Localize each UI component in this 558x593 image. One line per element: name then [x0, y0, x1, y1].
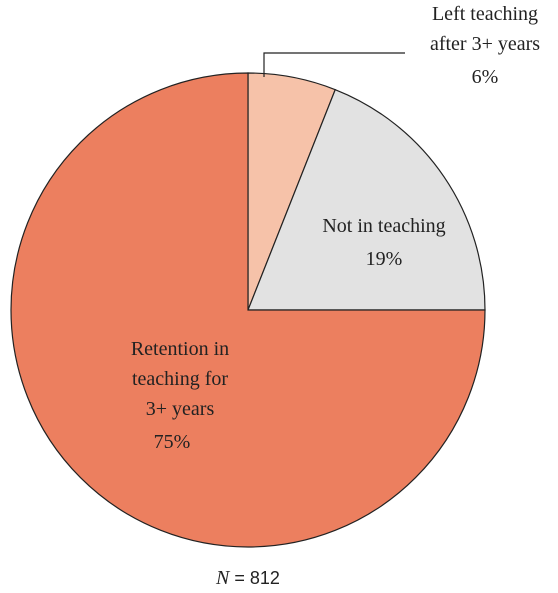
slice-label: Retention in teaching for 3+ years 75% [131, 338, 229, 453]
category-line: 3+ years [146, 398, 215, 420]
category-line: after 3+ years [430, 33, 540, 55]
pie-slice [10, 72, 486, 548]
leader-line [263, 52, 405, 77]
category-line: Not in teaching [322, 215, 445, 237]
pie-slice [247, 88, 486, 311]
category-label: Left teaching after 3+ years [430, 3, 540, 55]
note-text: = 812 [234, 568, 280, 588]
category-line: teaching for [132, 368, 228, 390]
value-label: 19% [366, 248, 403, 270]
category-label: Not in teaching [322, 215, 445, 237]
category-line: Retention in [131, 338, 229, 360]
category-label: Retention in teaching for 3+ years [131, 338, 229, 420]
slice-label: Left teaching after 3+ years 6% [430, 3, 540, 88]
category-line: Left teaching [432, 3, 538, 25]
value-label: 75% [154, 431, 191, 453]
note: N = 812 [215, 567, 280, 589]
value-label: 6% [472, 66, 499, 88]
note-symbol: N [215, 567, 231, 589]
slice-label: Not in teaching 19% [322, 215, 445, 270]
